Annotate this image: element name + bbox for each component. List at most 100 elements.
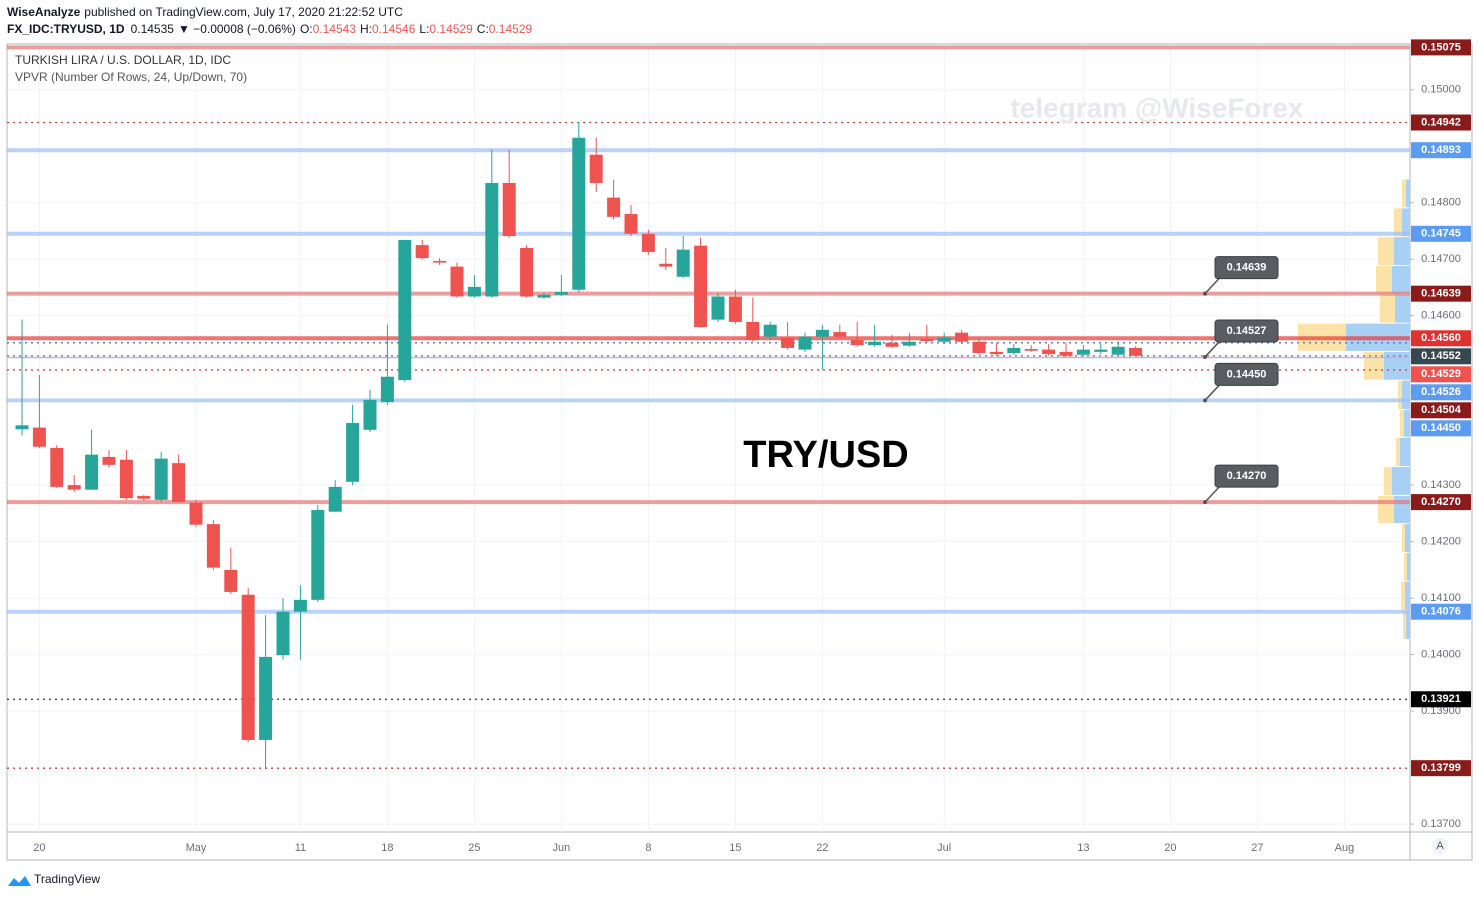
candle-body [937, 337, 951, 342]
vp-down [1402, 524, 1405, 552]
x-tick-label: 8 [645, 842, 651, 854]
candle-body [868, 341, 882, 346]
y-tick-label: 0.15000 [1421, 84, 1461, 96]
candle-body [15, 425, 29, 430]
candle-body [1042, 349, 1056, 355]
vp-down [1364, 351, 1384, 380]
vp-down [1402, 179, 1406, 208]
candle-body [659, 263, 673, 267]
level-label-bg [1411, 285, 1471, 302]
indicator-label: VPVR (Number Of Rows, 24, Up/Down, 70) [15, 70, 247, 84]
vp-down [1380, 294, 1395, 323]
candle-body [311, 510, 325, 600]
candle-body [241, 594, 255, 740]
candle-body [1059, 351, 1073, 356]
candle-body [137, 495, 151, 499]
scale-mode[interactable]: A [1436, 840, 1444, 852]
candle-body [119, 459, 133, 499]
candle-body [50, 447, 64, 487]
vp-up [1392, 467, 1410, 495]
candle-body [259, 656, 273, 740]
y-tick-label: 0.14000 [1421, 649, 1461, 661]
candle-body [189, 502, 203, 525]
ohlc-value: 0.14529 [489, 22, 533, 36]
candle-body [224, 569, 238, 592]
candle-body [1094, 349, 1108, 352]
candle-body [989, 351, 1003, 355]
level-label-bg [1411, 494, 1471, 511]
callout-box [1214, 256, 1279, 280]
callout-anchor [1203, 354, 1207, 359]
candle-body [676, 249, 690, 277]
x-tick-label: Jul [937, 842, 951, 854]
level-label: 0.14745 [1421, 228, 1461, 240]
vp-up [1394, 237, 1410, 265]
callout-label: 0.14527 [1227, 325, 1267, 337]
vp-down [1378, 237, 1394, 265]
level-label: 0.14270 [1421, 496, 1461, 508]
level-label: 0.14450 [1421, 422, 1461, 434]
callout-label: 0.14450 [1227, 368, 1267, 380]
y-tick-label: 0.14800 [1421, 197, 1461, 209]
candle-body [1129, 347, 1143, 356]
candle-body [85, 454, 99, 490]
candle-body [67, 485, 81, 490]
vp-up [1404, 410, 1410, 437]
vp-down [1400, 410, 1404, 437]
candle-body [537, 294, 551, 298]
vp-up [1394, 495, 1410, 524]
vp-down [1398, 380, 1402, 410]
ohlc-value: 0.14529 [429, 22, 473, 36]
scale-mode-button[interactable] [1432, 838, 1448, 854]
level-label-bg [1411, 603, 1471, 620]
callout-anchor [1203, 291, 1207, 296]
candle-body [694, 245, 708, 328]
vp-down [1376, 265, 1392, 294]
level-label-bg [1411, 402, 1471, 419]
symbol: FX_IDC:TRYUSD, 1D [7, 22, 125, 36]
callout-box [1214, 464, 1279, 488]
level-label: 0.13921 [1421, 693, 1461, 705]
annotation: TRY/USD [743, 434, 908, 476]
vp-up [1384, 351, 1410, 380]
x-tick-label: Jun [553, 842, 571, 854]
callout-anchor [1203, 500, 1207, 505]
level-label: 0.14529 [1421, 368, 1461, 380]
candle-body [728, 296, 742, 322]
y-tick-label: 0.14100 [1421, 592, 1461, 604]
x-tick-label: 22 [816, 842, 828, 854]
callout-box [1214, 319, 1279, 343]
level-label-bg [1411, 225, 1471, 242]
y-tick-label: 0.14600 [1421, 310, 1461, 322]
level-label: 0.14504 [1421, 404, 1462, 416]
level-label: 0.14560 [1421, 332, 1461, 344]
callout-pointer [1204, 384, 1220, 401]
candle-body [293, 599, 307, 612]
level-label: 0.14639 [1421, 288, 1461, 300]
level-label-bg [1411, 760, 1471, 777]
vp-up [1402, 208, 1410, 237]
candle-body [624, 214, 638, 234]
candle-body [363, 399, 377, 430]
level-label-bg [1411, 420, 1471, 437]
level-label: 0.14526 [1421, 386, 1461, 398]
level-label-bg [1411, 691, 1471, 708]
symbol-line: FX_IDC:TRYUSD, 1D 0.14535 ▼ −0.00008 (−0.0… [7, 22, 533, 36]
candle-body [815, 329, 829, 337]
vp-down [1401, 581, 1405, 610]
candle-body [276, 611, 290, 656]
candle-body [589, 154, 603, 183]
y-tick-label: 0.14700 [1421, 253, 1461, 265]
candle-body [1007, 347, 1021, 353]
candle-body [920, 338, 934, 342]
candle-body [798, 336, 812, 350]
publisher: WiseAnalyze [7, 5, 81, 19]
candle-body [520, 247, 534, 297]
callout-anchor [1203, 398, 1207, 403]
candle-body [32, 427, 46, 447]
candle-body [641, 233, 655, 252]
vp-up [1395, 294, 1410, 323]
vp-down [1404, 552, 1407, 581]
level-label: 0.14076 [1421, 606, 1461, 618]
level-label: 0.15075 [1421, 41, 1461, 53]
